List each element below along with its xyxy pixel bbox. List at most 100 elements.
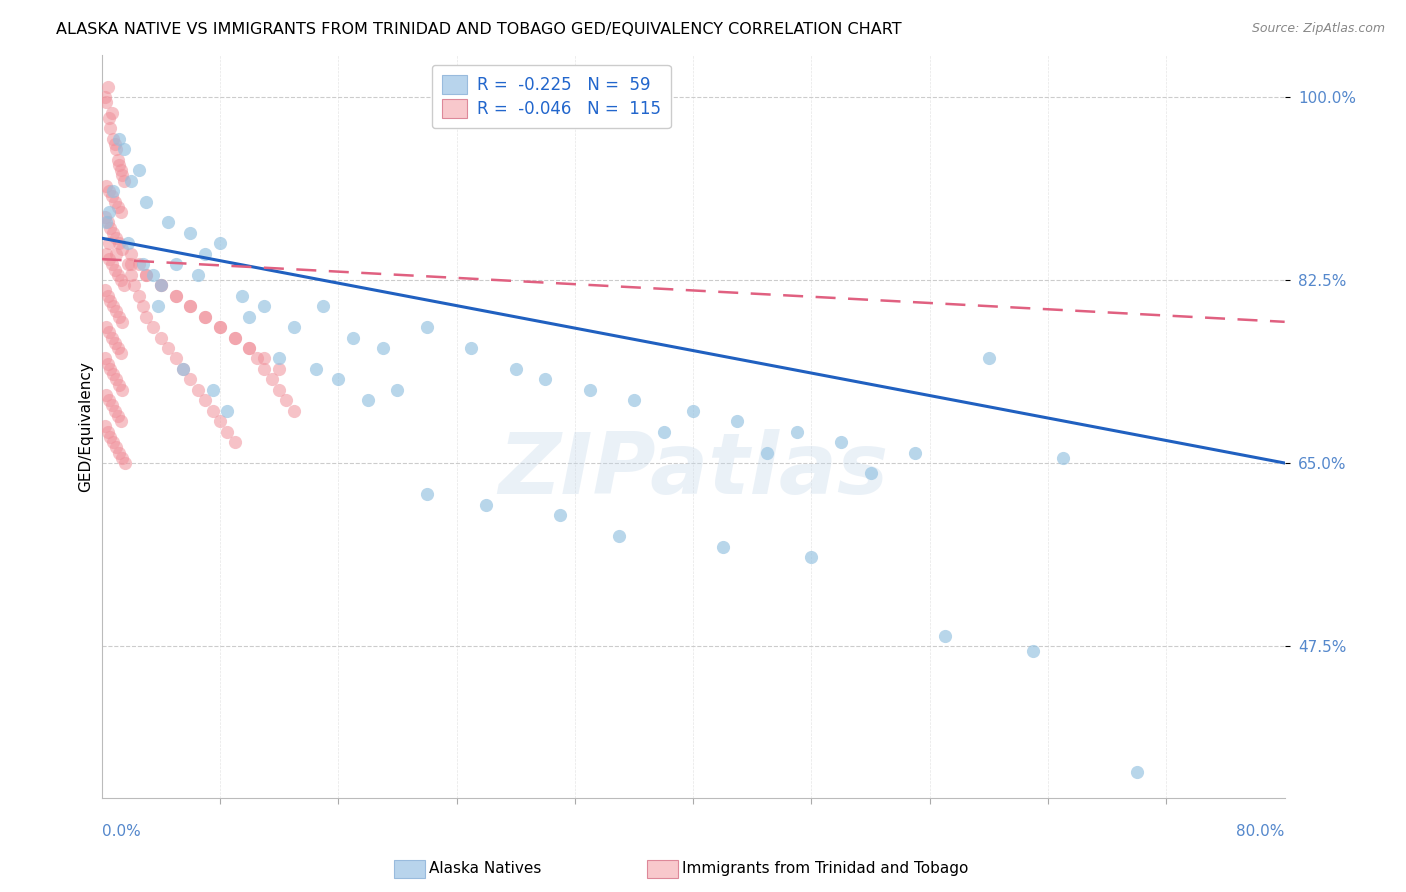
Point [110,346,132,360]
Point [120,174,142,188]
Point [157,341,180,355]
Text: ALASKA NATIVE VS IMMIGRANTS FROM TRINIDAD AND TOBAGO GED/EQUIVALENCY CORRELATION: ALASKA NATIVE VS IMMIGRANTS FROM TRINIDA… [56,22,901,37]
Point [132,257,155,271]
Point [108,377,131,392]
Point [179,299,201,313]
Text: Source: ZipAtlas.com: Source: ZipAtlas.com [1251,22,1385,36]
Point [94,95,117,110]
Point [112,278,135,293]
Point [548,508,571,523]
Point [100,121,122,136]
Point [110,273,132,287]
Point [104,136,127,151]
Point [231,288,253,302]
Point [305,362,328,376]
Point [98,236,121,251]
Point [110,205,132,219]
Point [103,299,125,313]
Text: 0.0%: 0.0% [101,824,141,838]
Point [194,393,217,408]
Point [179,299,201,313]
Point [830,435,852,450]
Point [859,467,882,481]
Point [120,268,142,282]
Point [157,215,180,229]
Point [475,498,498,512]
Point [172,362,194,376]
Point [224,330,246,344]
Point [505,362,527,376]
Point [94,215,117,229]
Point [135,268,157,282]
Point [98,393,121,408]
Point [128,257,150,271]
Text: ZIPatlas: ZIPatlas [498,429,889,513]
Point [107,200,129,214]
Point [194,247,217,261]
Point [977,351,1000,366]
Point [224,435,246,450]
Point [100,430,122,444]
Point [682,403,704,417]
Point [135,268,157,282]
Point [201,383,224,397]
Point [260,372,283,386]
Point [224,330,246,344]
Point [103,132,125,146]
Point [96,288,118,302]
Point [104,335,127,350]
Point [194,310,217,324]
Point [112,142,135,156]
Point [98,184,121,198]
Point [217,403,239,417]
Point [96,425,118,439]
Legend: R =  -0.225   N =  59, R =  -0.046   N =  115: R = -0.225 N = 59, R = -0.046 N = 115 [432,65,671,128]
Point [103,367,125,381]
Point [112,174,135,188]
Point [101,257,124,271]
Point [727,414,749,428]
Point [208,320,231,334]
Point [267,351,290,366]
Point [357,393,380,408]
Point [110,163,132,178]
Point [342,330,364,344]
Point [105,231,128,245]
Text: Immigrants from Trinidad and Tobago: Immigrants from Trinidad and Tobago [682,862,969,876]
Point [105,142,128,156]
Point [96,215,118,229]
Point [105,304,128,318]
Point [114,456,136,470]
Point [108,132,131,146]
Point [208,236,231,251]
Point [652,425,675,439]
Point [187,268,209,282]
Point [146,299,169,313]
Point [246,351,269,366]
Y-axis label: GED/Equivalency: GED/Equivalency [79,361,93,491]
Point [107,409,129,423]
Point [103,435,125,450]
Point [94,247,117,261]
Point [93,419,115,434]
Point [934,629,956,643]
Point [94,320,117,334]
Point [238,310,260,324]
Point [142,268,165,282]
Point [111,169,134,183]
Point [208,320,231,334]
Point [201,403,224,417]
Point [111,242,134,256]
Point [122,278,145,293]
Point [132,299,155,313]
Point [100,362,122,376]
Point [416,320,439,334]
Point [105,247,128,261]
Point [904,445,927,459]
Point [107,153,129,167]
Point [1022,644,1045,658]
Point [387,383,409,397]
Point [756,445,779,459]
Point [165,288,187,302]
Point [253,299,276,313]
